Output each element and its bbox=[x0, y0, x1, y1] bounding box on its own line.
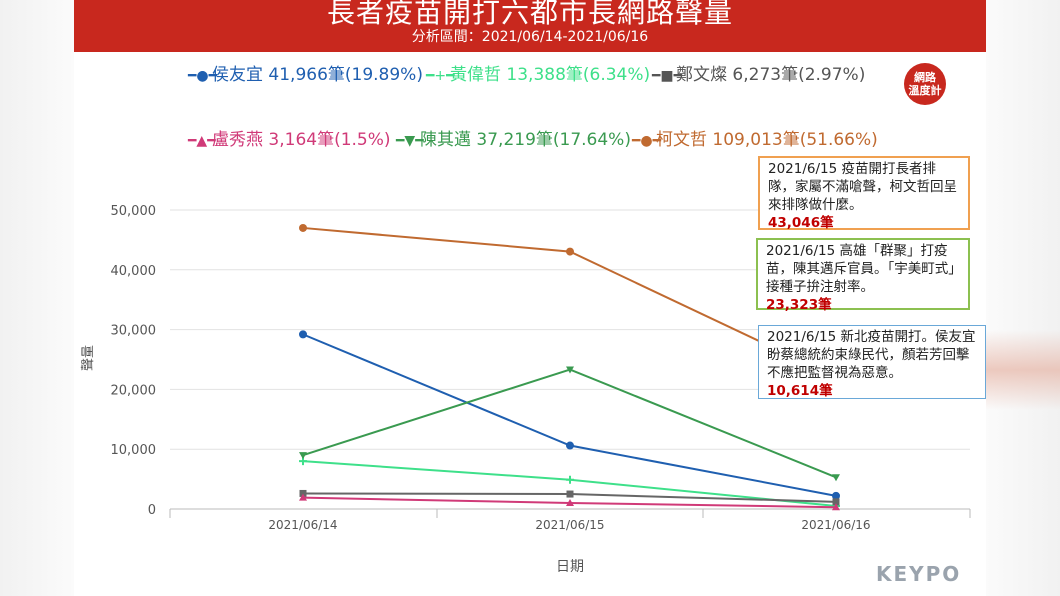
y-tick-label: 10,000 bbox=[111, 443, 157, 458]
legend-label: 陳其邁 37,219筆(17.64%) bbox=[420, 130, 631, 150]
legend-label: 黃偉哲 13,388筆(6.34%) bbox=[450, 65, 651, 85]
legend-item-cheng: ━■━鄭文燦 6,273筆(2.97%) bbox=[652, 60, 865, 85]
legend-item-lu: ━▲━盧秀燕 3,164筆(1.5%) bbox=[188, 125, 391, 150]
data-point bbox=[832, 491, 840, 500]
data-point bbox=[299, 493, 307, 501]
annotation-text: 2021/6/15 新北疫苗開打。侯友宜盼蔡總統約束綠民代，顏若芳回擊不應把監督… bbox=[767, 329, 976, 381]
left-background-blur bbox=[0, 0, 74, 596]
legend-marker-plus-icon: ━+━ bbox=[426, 68, 455, 84]
series-line bbox=[302, 368, 837, 479]
legend-item-ko: ━●━柯文哲 109,013筆(51.66%) bbox=[632, 125, 878, 150]
legend-item-hou: ━●━侯友宜 41,966筆(19.89%) bbox=[188, 60, 423, 85]
y-axis-label: 聲量 bbox=[80, 345, 96, 371]
x-tick-label: 2021/06/14 bbox=[268, 518, 337, 532]
legend-item-huang: ━+━黃偉哲 13,388筆(6.34%) bbox=[426, 60, 650, 85]
legend-marker-circle-icon: ━●━ bbox=[188, 68, 218, 84]
data-point bbox=[566, 441, 574, 450]
y-tick-label: 0 bbox=[148, 503, 156, 518]
annotation-value: 23,323筆 bbox=[766, 297, 832, 313]
title-banner: 長者疫苗開打六都市長網路聲量 分析區間：2021/06/14-2021/06/1… bbox=[74, 0, 986, 52]
legend-marker-triangle-icon: ━▲━ bbox=[188, 133, 216, 149]
data-point bbox=[299, 330, 307, 339]
annotation-value: 10,614筆 bbox=[767, 383, 833, 399]
data-point bbox=[566, 475, 574, 484]
y-tick-label: 40,000 bbox=[111, 264, 157, 279]
y-tick-label: 20,000 bbox=[111, 383, 157, 398]
annotation-chen: 2021/6/15 高雄「群聚」打疫苗，陳其邁斥官員。「宇美町式」接種子拚注射率… bbox=[756, 238, 970, 313]
legend-label: 侯友宜 41,966筆(19.89%) bbox=[212, 65, 423, 85]
right-background-blur bbox=[986, 0, 1060, 596]
annotation-value: 43,046筆 bbox=[768, 215, 834, 231]
y-tick-label: 30,000 bbox=[111, 324, 157, 339]
annotation-text: 2021/6/15 高雄「群聚」打疫苗，陳其邁斥官員。「宇美町式」接種子拚注射率… bbox=[766, 243, 955, 295]
x-tick-label: 2021/06/16 bbox=[801, 518, 870, 532]
data-point bbox=[299, 223, 307, 232]
annotation-hou: 2021/6/15 新北疫苗開打。侯友宜盼蔡總統約束綠民代，顏若芳回擊不應把監督… bbox=[758, 325, 986, 399]
data-point bbox=[566, 490, 574, 498]
data-point bbox=[299, 489, 307, 497]
keypo-logo: KEYPO bbox=[876, 562, 962, 586]
badge-line-1: 網路 bbox=[914, 71, 936, 84]
data-point bbox=[299, 452, 307, 460]
data-point bbox=[832, 474, 840, 482]
legend-item-chen: ━▼━陳其邁 37,219筆(17.64%) bbox=[396, 125, 631, 150]
annotation-text: 2021/6/15 疫苗開打長者排隊，家屬不滿嗆聲，柯文哲回呈來排隊做什麼。 bbox=[768, 161, 957, 213]
data-point bbox=[832, 498, 840, 506]
legend-label: 柯文哲 109,013筆(51.66%) bbox=[656, 130, 878, 150]
data-point bbox=[566, 366, 574, 374]
x-tick-label: 2021/06/15 bbox=[535, 518, 604, 532]
y-tick-label: 50,000 bbox=[111, 204, 157, 219]
legend-marker-triangle-down-icon: ━▼━ bbox=[396, 133, 424, 149]
network-thermometer-badge: 網路 溫度計 bbox=[904, 63, 946, 105]
data-point bbox=[832, 503, 840, 511]
x-axis-label: 日期 bbox=[556, 559, 584, 575]
legend-marker-circle-icon: ━●━ bbox=[632, 133, 662, 149]
annotation-ko: 2021/6/15 疫苗開打長者排隊，家屬不滿嗆聲，柯文哲回呈來排隊做什麼。 4… bbox=[758, 156, 970, 231]
data-point bbox=[566, 499, 574, 507]
legend-label: 鄭文燦 6,273筆(2.97%) bbox=[676, 65, 866, 85]
series-line bbox=[302, 333, 837, 497]
badge-line-2: 溫度計 bbox=[908, 84, 942, 97]
legend-label: 盧秀燕 3,164筆(1.5%) bbox=[212, 130, 391, 150]
page-subtitle: 分析區間：2021/06/14-2021/06/16 bbox=[411, 29, 649, 45]
page-title: 長者疫苗開打六都市長網路聲量 bbox=[326, 0, 733, 29]
data-point bbox=[566, 247, 574, 256]
